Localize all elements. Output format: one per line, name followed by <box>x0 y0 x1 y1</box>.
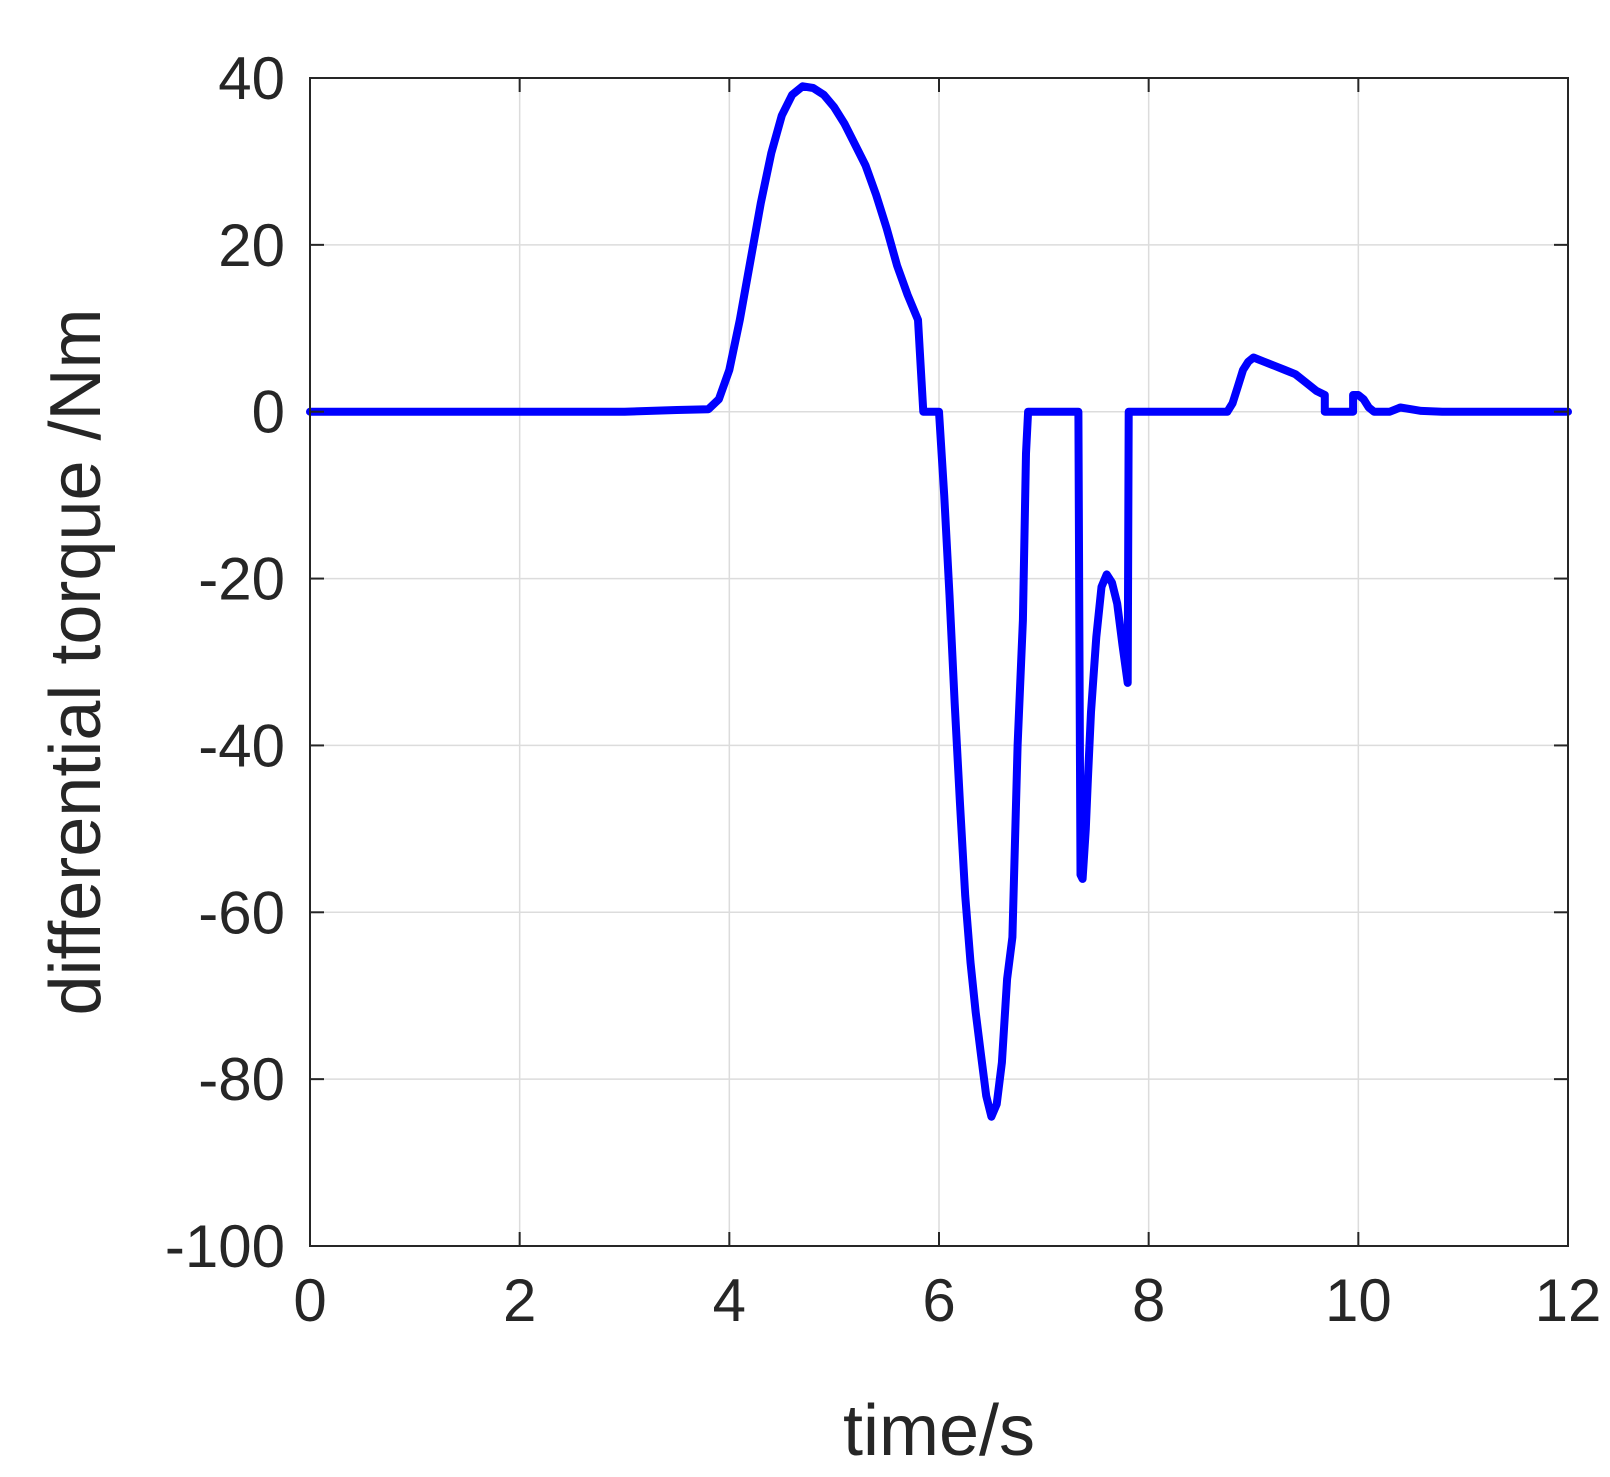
series-group <box>306 82 1572 1121</box>
x-tick-label: 4 <box>713 1267 746 1334</box>
x-tick-label: 0 <box>293 1267 326 1334</box>
y-tick-label: 0 <box>252 379 285 446</box>
x-tick-label: 8 <box>1132 1267 1165 1334</box>
x-tick-label: 6 <box>922 1267 955 1334</box>
x-tick-label: 10 <box>1325 1267 1392 1334</box>
y-tick-label: -60 <box>198 879 285 946</box>
y-tick-label: -20 <box>198 546 285 613</box>
ticks: 0 2 4 6 8 10 12 -100 -80 -60 -40 -20 0 20 40 <box>165 45 1601 1334</box>
x-tick-label: 12 <box>1535 1267 1602 1334</box>
x-tick-label: 2 <box>503 1267 536 1334</box>
y-tick-label: 20 <box>218 212 285 279</box>
y-tick-label: -40 <box>198 712 285 779</box>
y-tick-label: -80 <box>198 1046 285 1113</box>
y-tick-label: -100 <box>165 1213 285 1280</box>
y-tick-label: 40 <box>218 45 285 112</box>
series-line <box>306 82 1572 1121</box>
y-axis-title: differential torque /Nm <box>36 308 116 1015</box>
x-axis-title: time/s <box>843 1391 1035 1471</box>
